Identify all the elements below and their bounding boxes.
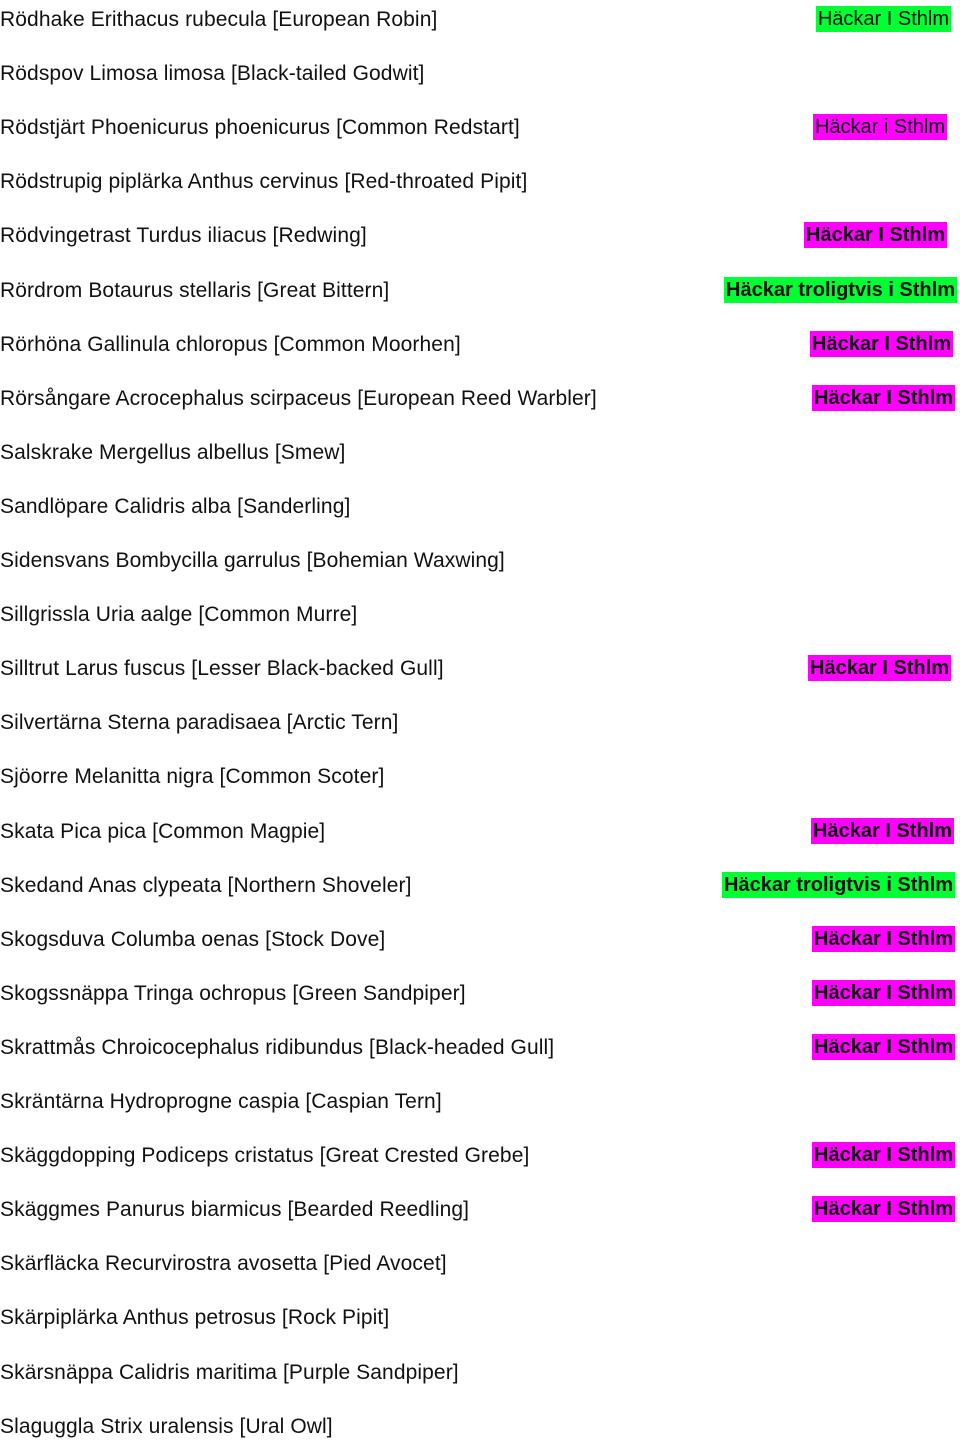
list-item: Sidensvans Bombycilla garrulus [Bohemian… [0,545,960,575]
list-item: Skäggmes Panurus biarmicus [Bearded Reed… [0,1194,960,1224]
breeding-status-badge: Häckar I Sthlm [808,655,951,682]
breeding-status-badge: Häckar I Sthlm [811,817,954,844]
list-item: Rörhöna Gallinula chloropus [Common Moor… [0,329,960,359]
list-item: Skogssnäppa Tringa ochropus [Green Sandp… [0,978,960,1008]
list-item: Rördrom Botaurus stellaris [Great Bitter… [0,275,960,305]
breeding-status-badge: Häckar I Sthlm [804,222,947,249]
species-name: Rödstrupig piplärka Anthus cervinus [Red… [0,170,528,194]
species-name: Rörhöna Gallinula chloropus [Common Moor… [0,332,461,356]
list-item: Rödvingetrast Turdus iliacus [Redwing] Hä… [0,220,960,250]
species-name: Sidensvans Bombycilla garrulus [Bohemian… [0,549,505,572]
species-name: Skogssnäppa Tringa ochropus [Green Sandp… [0,981,466,1005]
species-name: Skärsnäppa Calidris maritima [Purple San… [0,1360,459,1384]
list-item: Skäggdopping Podiceps cristatus [Great C… [0,1140,960,1170]
breeding-status-badge: Häckar troligtvis i Sthlm [722,871,955,898]
list-item: Slaguggla Strix uralensis [Ural Owl] [0,1411,960,1441]
list-item: Skärsnäppa Calidris maritima [Purple San… [0,1357,960,1387]
breeding-status-badge: Häckar I Sthlm [812,925,955,952]
breeding-status-badge: Häckar I Sthlm [812,1142,955,1169]
list-item: Skrattmås Chroicocephalus ridibundus [Bl… [0,1032,960,1062]
list-item: Skärfläcka Recurvirostra avosetta [Pied … [0,1248,960,1278]
species-name: Rödvingetrast Turdus iliacus [Redwing] [0,224,367,248]
list-item: Skräntärna Hydroprogne caspia [Caspian T… [0,1086,960,1116]
species-name: Slaguggla Strix uralensis [Ural Owl] [0,1414,333,1438]
species-name: Skäggmes Panurus biarmicus [Bearded Reed… [0,1198,470,1222]
species-name: Skedand Anas clypeata [Northern Shoveler… [0,873,412,897]
breeding-status-badge: Häckar I Sthlm [812,979,955,1006]
list-item: Sillgrissla Uria aalge [Common Murre] [0,599,960,629]
species-name: Skräntärna Hydroprogne caspia [Caspian T… [0,1090,442,1113]
species-name: Sillgrissla Uria aalge [Common Murre] [0,603,358,627]
species-name: Rödhake Erithacus rubecula [European Rob… [0,8,438,31]
breeding-status-badge: Häckar I Sthlm [812,1196,955,1223]
breeding-status-badge: Häckar I Sthlm [812,1033,955,1060]
species-name: Skata Pica pica [Common Magpie] [0,819,326,843]
list-item: Rödstrupig piplärka Anthus cervinus [Red… [0,166,960,196]
list-item: Rödspov Limosa limosa [Black-tailed Godw… [0,58,960,88]
species-name: Rödspov Limosa limosa [Black-tailed Godw… [0,62,425,86]
list-item: Sandlöpare Calidris alba [Sanderling] [0,491,960,521]
species-name: Sjöorre Melanitta nigra [Common Scoter] [0,765,385,789]
species-name: Rördrom Botaurus stellaris [Great Bitter… [0,278,390,302]
breeding-status-badge: Häckar i Sthlm [812,114,947,141]
species-name: Skärpiplärka Anthus petrosus [Rock Pipit… [0,1306,390,1330]
species-name: Skrattmås Chroicocephalus ridibundus [Bl… [0,1035,555,1059]
species-name: Sandlöpare Calidris alba [Sanderling] [0,494,351,518]
list-item: Skärpiplärka Anthus petrosus [Rock Pipit… [0,1302,960,1332]
species-name: Rödstjärt Phoenicurus phoenicurus [Commo… [0,116,520,140]
list-item: Salskrake Mergellus albellus [Smew] [0,437,960,467]
species-name: Skärfläcka Recurvirostra avosetta [Pied … [0,1252,447,1276]
species-name: Silltrut Larus fuscus [Lesser Black-back… [0,657,444,681]
species-name: Salskrake Mergellus albellus [Smew] [0,440,346,464]
species-name: Skäggdopping Podiceps cristatus [Great C… [0,1144,530,1168]
species-name: Silvertärna Sterna paradisaea [Arctic Te… [0,711,399,735]
list-item: Rörsångare Acrocephalus scirpaceus [Euro… [0,383,960,413]
list-item: Silvertärna Sterna paradisaea [Arctic Te… [0,707,960,737]
breeding-status-badge: Häckar I Sthlm [815,6,951,32]
species-name: Rörsångare Acrocephalus scirpaceus [Euro… [0,386,597,410]
list-item: Skedand Anas clypeata [Northern Shoveler… [0,870,960,900]
list-item: Rödhake Erithacus rubecula [European Rob… [0,4,960,34]
list-item: Sjöorre Melanitta nigra [Common Scoter] [0,761,960,791]
species-name: Skogsduva Columba oenas [Stock Dove] [0,927,386,951]
list-item: Skata Pica pica [Common Magpie] Häckar I … [0,816,960,846]
list-item: Rödstjärt Phoenicurus phoenicurus [Commo… [0,112,960,142]
breeding-status-badge: Häckar I Sthlm [812,384,955,411]
breeding-status-badge: Häckar I Sthlm [810,330,953,357]
list-item: Skogsduva Columba oenas [Stock Dove] Häck… [0,924,960,954]
list-item: Silltrut Larus fuscus [Lesser Black-back… [0,653,960,683]
breeding-status-badge: Häckar troligtvis i Sthlm [724,276,957,303]
